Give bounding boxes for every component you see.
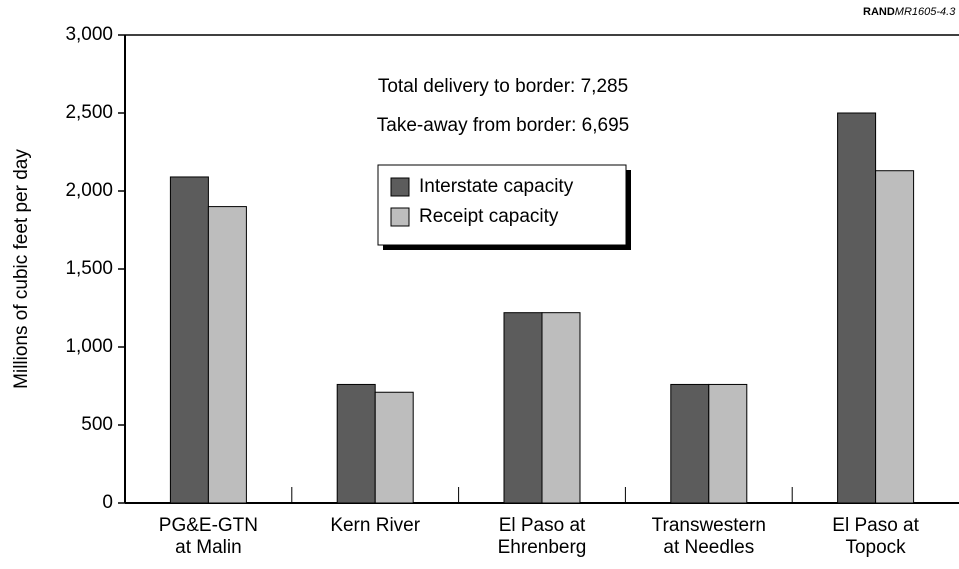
x-tick-label: Transwestern at Needles (651, 515, 766, 558)
y-tick-label: 1,000 (65, 336, 113, 357)
legend-label: Receipt capacity (419, 206, 559, 227)
legend-swatch (390, 207, 410, 227)
bar (503, 312, 543, 504)
bar (336, 383, 376, 504)
x-tick-label: PG&E-GTN at Malin (158, 515, 258, 558)
bar (374, 391, 414, 504)
x-tick-label: Kern River (330, 515, 421, 536)
y-tick-label: 0 (102, 492, 113, 513)
legend-swatch (390, 177, 410, 197)
bar (708, 383, 748, 504)
annotation: Total delivery to border: 7,285 (378, 76, 628, 97)
y-tick-label: 3,000 (65, 24, 113, 45)
bar (207, 206, 247, 504)
bar (541, 312, 581, 504)
legend-label: Interstate capacity (419, 176, 574, 197)
source-org: RAND (863, 6, 895, 18)
bar (670, 383, 710, 504)
source-note: RANDMR1605-4.3 (863, 6, 956, 18)
y-tick-label: 2,500 (65, 102, 113, 123)
x-tick-label: El Paso at Ehrenberg (497, 515, 587, 558)
y-tick-label: 1,500 (65, 258, 113, 279)
y-tick-label: 500 (81, 414, 113, 435)
bar (875, 170, 915, 504)
source-id: MR1605-4.3 (895, 6, 956, 18)
x-tick-label: El Paso at Topock (832, 515, 919, 558)
bar (837, 112, 877, 504)
legend: Interstate capacity Receipt capacity (377, 164, 631, 250)
annotation: Take-away from border: 6,695 (377, 115, 629, 136)
y-axis-label: Millions of cubic feet per day (11, 149, 32, 389)
bar (169, 176, 209, 504)
y-tick-label: 2,000 (65, 180, 113, 201)
legend-box (377, 164, 627, 246)
